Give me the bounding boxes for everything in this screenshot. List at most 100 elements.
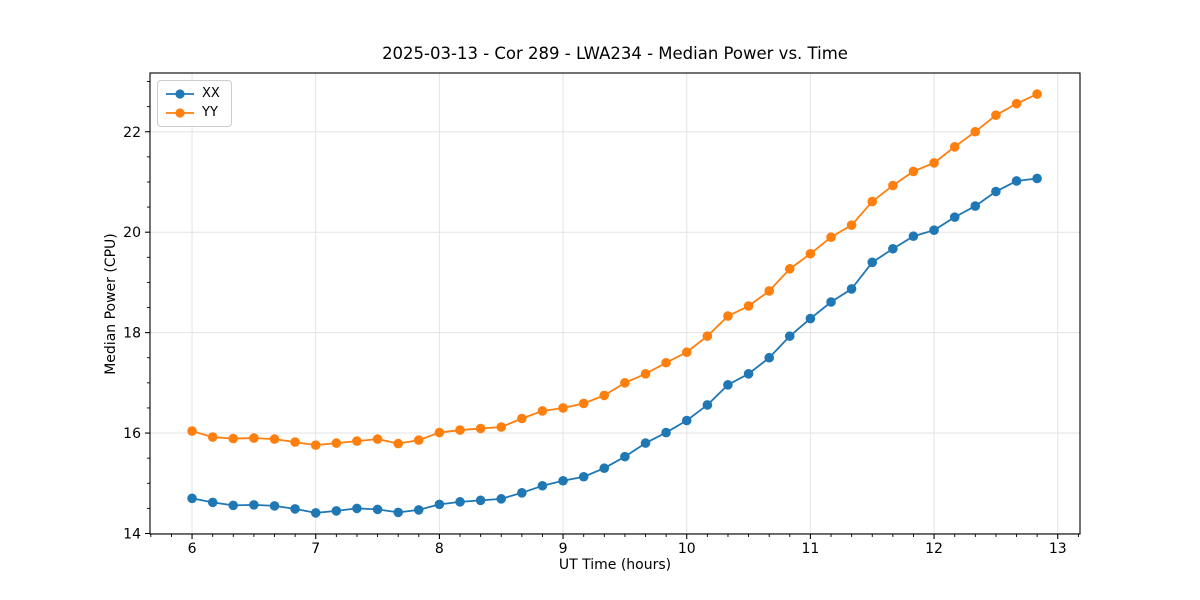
x-axis-label: UT Time (hours) [558, 557, 672, 573]
series-marker-yy [764, 286, 775, 296]
series-marker-yy [269, 434, 280, 444]
series-marker-xx [475, 495, 486, 506]
series-marker-xx [393, 507, 404, 518]
series-marker-yy [702, 331, 713, 341]
series-marker-yy [434, 427, 445, 438]
series-marker-yy [723, 311, 733, 321]
series-line-xx [191, 177, 1038, 514]
series-marker-xx [784, 331, 795, 341]
legend-entry-yy: YY [165, 104, 220, 121]
series-marker-xx [640, 438, 651, 448]
series-marker-yy [290, 437, 300, 447]
x-tick-label: 6 [188, 541, 197, 557]
series-marker-yy [1032, 89, 1042, 99]
x-tick-label: 13 [1049, 541, 1067, 557]
series-marker-xx [537, 480, 548, 491]
series-marker-xx [805, 313, 816, 324]
series-marker-xx [290, 504, 300, 514]
y-tick-label: 18 [123, 326, 141, 342]
series-marker-yy [908, 166, 919, 177]
series-marker-yy [743, 301, 754, 311]
series-marker-yy [991, 110, 1001, 120]
axes-spines [149, 72, 1081, 535]
y-tick-label: 16 [123, 426, 141, 442]
series-marker-yy [537, 406, 548, 416]
series-marker-yy [846, 220, 857, 230]
xx-line-marker-sample [166, 88, 194, 99]
series-marker-xx [599, 463, 610, 474]
series-marker-xx [517, 488, 527, 498]
series-marker-yy [681, 347, 692, 358]
series-marker-yy [867, 196, 878, 207]
series-marker-xx [187, 493, 197, 504]
series-marker-xx [413, 505, 424, 515]
series-marker-xx [228, 500, 239, 511]
series-marker-yy [805, 248, 816, 259]
legend-entry-xx: XX [165, 85, 220, 102]
y-tick-label: 14 [123, 526, 141, 542]
series-marker-yy [393, 438, 404, 449]
series-marker-yy [228, 433, 239, 444]
series-marker-xx [1011, 176, 1022, 186]
x-tick-label: 8 [435, 541, 444, 557]
chart-title: 2025-03-13 - Cor 289 - LWA234 - Median P… [382, 44, 848, 63]
series-marker-xx [681, 415, 692, 426]
series-marker-xx [908, 231, 919, 242]
legend: XX YY [157, 80, 232, 127]
series-marker-xx [764, 352, 775, 363]
series-marker-yy [784, 264, 795, 274]
x-tick-label: 9 [559, 541, 568, 557]
series-marker-xx [269, 501, 280, 511]
series-marker-xx [702, 400, 713, 410]
series-marker-xx [949, 212, 960, 222]
series-marker-yy [413, 435, 424, 445]
series-marker-yy [207, 432, 218, 442]
series-marker-yy [620, 378, 630, 388]
series-marker-yy [970, 126, 981, 137]
series-marker-yy [496, 422, 507, 432]
series-marker-yy [517, 413, 527, 424]
series-marker-xx [661, 427, 671, 438]
x-tick-label: 7 [311, 541, 320, 557]
series-marker-yy [249, 433, 259, 443]
series-marker-xx [620, 451, 630, 462]
y-axis-label: Median Power (CPU) [103, 233, 119, 375]
yy-line-marker-sample [166, 107, 194, 118]
series-marker-yy [929, 158, 939, 168]
series-marker-yy [331, 438, 342, 448]
y-tick-label: 20 [123, 225, 141, 241]
legend-label-yy: YY [202, 105, 218, 120]
series-marker-xx [991, 186, 1001, 197]
series-marker-xx [743, 369, 754, 379]
series-marker-xx [970, 201, 981, 211]
series-marker-yy [310, 440, 321, 450]
x-tick-label: 11 [801, 541, 819, 557]
series-marker-xx [723, 380, 733, 390]
series-marker-xx [331, 506, 342, 516]
series-marker-yy [826, 232, 836, 243]
series-marker-xx [846, 284, 857, 294]
series-marker-yy [352, 436, 362, 446]
series-marker-xx [496, 494, 507, 504]
series-marker-yy [475, 423, 486, 434]
x-tick-label: 12 [925, 541, 943, 557]
series-marker-xx [1032, 173, 1042, 184]
series-marker-xx [558, 475, 568, 486]
series-marker-xx [867, 257, 878, 268]
series-marker-xx [352, 503, 362, 514]
series-marker-xx [888, 243, 898, 254]
series-marker-yy [661, 357, 671, 368]
series-marker-yy [372, 434, 383, 444]
series-marker-yy [888, 180, 898, 191]
series-marker-yy [949, 142, 960, 152]
series-marker-yy [599, 390, 610, 401]
series-marker-xx [929, 225, 939, 235]
series-marker-yy [558, 403, 568, 413]
series-marker-xx [455, 497, 465, 507]
series-marker-yy [578, 398, 589, 409]
series-marker-xx [434, 499, 445, 510]
series-marker-xx [826, 297, 836, 307]
series-marker-yy [455, 425, 465, 435]
